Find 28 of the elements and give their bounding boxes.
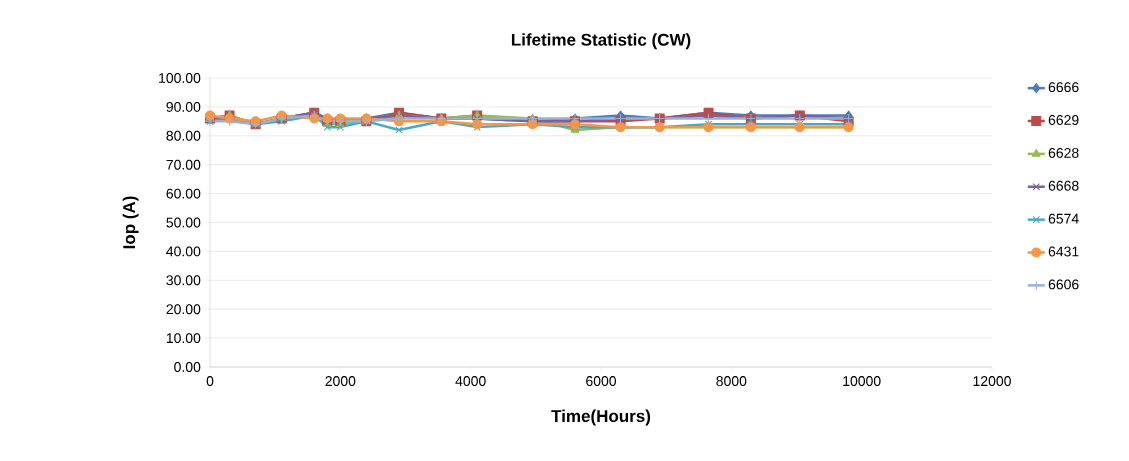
legend-label: 6668 bbox=[1048, 180, 1079, 191]
x-tick-label: 8000 bbox=[716, 376, 747, 387]
x-tick-label: 2000 bbox=[325, 376, 356, 387]
legend-label: 6574 bbox=[1048, 213, 1079, 224]
x-tick-label: 0 bbox=[206, 376, 214, 387]
chart-title: Lifetime Statistic (CW) bbox=[511, 33, 691, 50]
x-tick-label: 10000 bbox=[843, 376, 881, 387]
y-tick-label: 0.00 bbox=[174, 362, 201, 372]
legend-label: 6629 bbox=[1048, 115, 1079, 125]
legend-label: 6628 bbox=[1048, 147, 1079, 158]
x-tick-label: 6000 bbox=[586, 376, 617, 387]
legend-label: 6606 bbox=[1048, 279, 1079, 290]
x-tick-label: 12000 bbox=[973, 376, 1011, 387]
y-tick-label: 60.00 bbox=[166, 188, 201, 199]
y-axis-title: Iop (A) bbox=[122, 196, 139, 249]
y-tick-label: 70.00 bbox=[166, 159, 201, 170]
y-tick-label: 40.00 bbox=[166, 246, 201, 257]
y-tick-label: 10.00 bbox=[166, 333, 201, 344]
y-tick-label: 30.00 bbox=[166, 275, 201, 286]
y-tick-label: 100.00 bbox=[159, 73, 201, 83]
y-tick-label: 90.00 bbox=[166, 101, 201, 112]
legend-label: 6431 bbox=[1048, 246, 1079, 257]
y-tick-label: 80.00 bbox=[166, 130, 201, 141]
legend-label: 6666 bbox=[1048, 82, 1079, 93]
x-axis-title: Time(Hours) bbox=[551, 409, 651, 426]
y-tick-label: 50.00 bbox=[166, 217, 201, 228]
y-tick-label: 20.00 bbox=[166, 304, 201, 315]
x-tick-label: 4000 bbox=[455, 376, 486, 387]
